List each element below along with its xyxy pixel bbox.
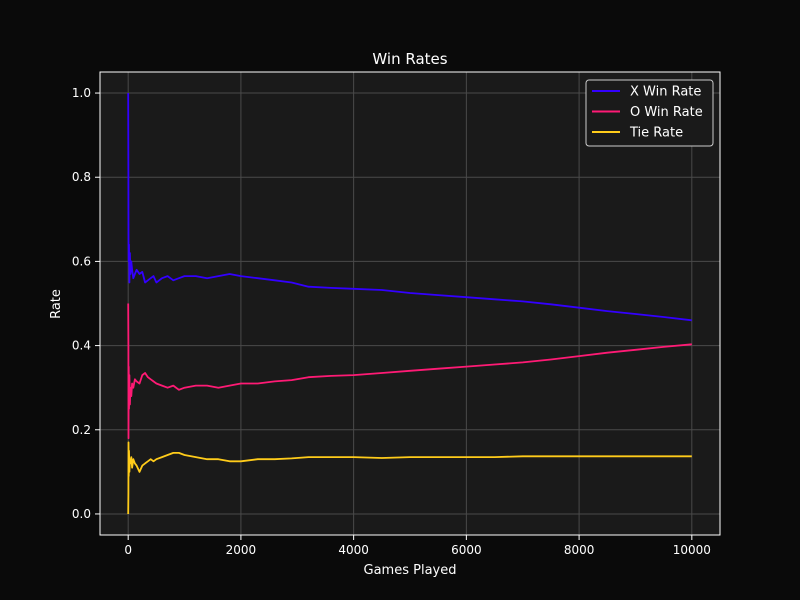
chart-title: Win Rates (372, 50, 447, 68)
y-tick-label: 1.0 (72, 86, 91, 100)
x-tick-label: 10000 (673, 543, 711, 557)
x-tick-label: 4000 (338, 543, 369, 557)
x-tick-label: 2000 (226, 543, 257, 557)
legend-label: X Win Rate (630, 85, 701, 100)
series-line-o-win-rate (127, 303, 692, 440)
plot-frame (99, 71, 721, 536)
legend-label: Tie Rate (629, 126, 683, 141)
y-axis-ticks: 0.0 0.2 0.4 0.6 0.8 1.0 (72, 86, 100, 521)
y-tick-label: 0.8 (72, 170, 91, 184)
y-tick-label: 0.6 (72, 254, 91, 268)
x-axis-label: Games Played (364, 563, 457, 578)
x-tick-label: 0 (124, 543, 132, 557)
series-line-x-win-rate (127, 92, 692, 322)
series-line-tie-rate (127, 441, 692, 515)
y-tick-label: 0.2 (72, 423, 91, 437)
x-axis-ticks: 0 2000 4000 6000 8000 10000 (124, 535, 711, 557)
series-lines (127, 92, 692, 515)
grid-lines (100, 72, 720, 535)
y-axis-label: Rate (49, 289, 64, 319)
x-tick-label: 8000 (564, 543, 595, 557)
legend: X Win Rate O Win Rate Tie Rate (585, 79, 714, 147)
legend-box (585, 79, 714, 147)
legend-label: O Win Rate (630, 105, 703, 120)
y-tick-label: 0.0 (72, 507, 91, 521)
y-tick-label: 0.4 (72, 339, 91, 353)
x-tick-label: 6000 (451, 543, 482, 557)
